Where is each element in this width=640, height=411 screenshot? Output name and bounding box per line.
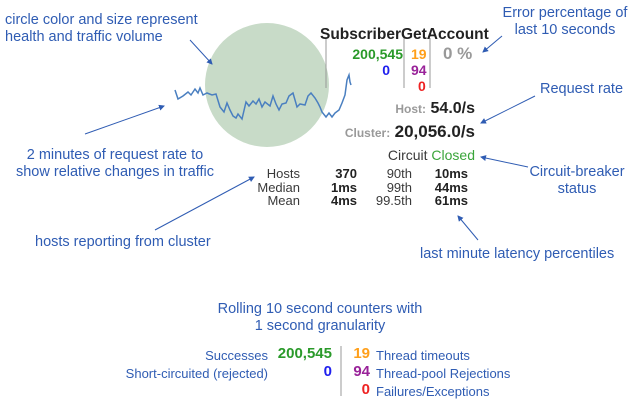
arrow-request-rate: [480, 95, 536, 124]
error-percentage: 0 %: [443, 44, 473, 63]
success-count: 200,545: [352, 46, 403, 62]
legend-failure-count: 0: [361, 381, 370, 398]
stat-label: Mean: [267, 193, 300, 208]
stat-value: 370: [335, 166, 357, 181]
annotation-sparkline: 2 minutes of request rate to show relati…: [15, 147, 214, 180]
annotation-circle: circle color and size represent health a…: [5, 12, 198, 45]
circuit-label: Circuit: [387, 147, 428, 163]
annotation-latency: last minute latency percentiles: [420, 246, 615, 262]
legend-failures: Failures/Exceptions: [376, 384, 490, 399]
percentile-label: 99.5th: [375, 193, 412, 208]
arrow-hosts: [154, 176, 255, 231]
stat-value: 1ms: [330, 179, 357, 195]
stat-value: 4ms: [330, 193, 357, 208]
cluster-rate-row: Cluster: 20,056.0/s: [300, 122, 475, 142]
stats-row-mean: Mean 4ms 99.5th 61ms: [240, 194, 468, 208]
annotation-error: Error percentage of last 10 seconds: [502, 5, 628, 38]
annotation-circuit: Circuit-breaker status: [529, 164, 625, 197]
legend-rejections: Thread-pool Rejections: [376, 366, 511, 381]
circuit-status-row: Circuit Closed: [330, 147, 475, 163]
percentile-label: 99th: [386, 179, 412, 195]
legend-timeouts: Thread timeouts: [376, 348, 470, 363]
request-rate-sparkline: [174, 72, 352, 121]
annotation-request-rate: Request rate: [540, 81, 624, 97]
legend-short-count: 0: [323, 363, 332, 380]
circuit-status: Closed: [431, 147, 475, 163]
short-circuited-count: 0: [382, 62, 390, 78]
timeout-count: 19: [411, 46, 427, 62]
annotation-hosts: hosts reporting from cluster: [35, 234, 211, 250]
stats-row-median: Median 1ms 99th 44ms: [240, 179, 468, 195]
percentile-value: 61ms: [434, 193, 468, 208]
arrow-circle: [189, 39, 213, 65]
failure-count: 0: [418, 78, 426, 94]
legend-rejection-count: 94: [353, 363, 370, 380]
percentile-value: 10ms: [434, 166, 468, 181]
cluster-rate: 20,056.0/s: [394, 122, 475, 141]
cluster-label: Cluster:: [344, 126, 391, 140]
arrow-error: [482, 35, 503, 53]
legend-successes: Successes: [205, 348, 268, 363]
arrow-circuit: [480, 155, 529, 168]
health-circle: [205, 23, 329, 147]
annotation-rolling: Rolling 10 second counters with 1 second…: [217, 301, 423, 334]
host-label: Host:: [395, 102, 427, 116]
arrow-sparkline: [84, 104, 165, 135]
arrow-latency: [457, 215, 479, 241]
stats-row-hosts: Hosts 370 90th 10ms: [240, 167, 468, 181]
legend-short-circuited: Short-circuited (rejected): [125, 366, 268, 381]
legend-timeout-count: 19: [353, 345, 370, 362]
stat-label: Hosts: [266, 166, 300, 181]
percentile-value: 44ms: [434, 179, 468, 195]
legend-success-count: 200,545: [277, 345, 332, 362]
latency-stats: Hosts 370 90th 10ms Median 1ms 99th 44ms…: [240, 167, 468, 208]
command-name: SubscriberGetAccount: [320, 26, 489, 43]
stat-label: Median: [257, 179, 300, 195]
host-rate-row: Host: 54.0/s: [330, 100, 475, 118]
percentile-label: 90th: [386, 166, 412, 181]
rejection-count: 94: [411, 62, 427, 78]
host-rate: 54.0/s: [430, 100, 475, 117]
